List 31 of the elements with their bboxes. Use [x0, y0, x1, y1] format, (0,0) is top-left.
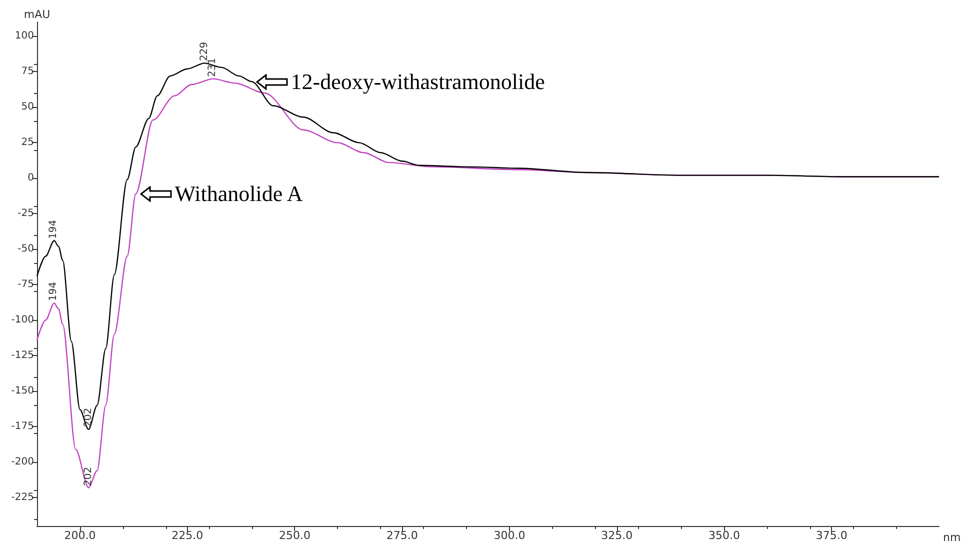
x-tick-label: 300.0	[494, 529, 526, 542]
annotation: 202	[82, 466, 94, 486]
annotation: Withanolide A	[174, 180, 303, 207]
y-tick-label: -150	[11, 386, 34, 397]
y-tick-label: -175	[11, 421, 34, 432]
y-tick-label: 25	[21, 137, 34, 148]
y-tick-label: 75	[21, 66, 34, 78]
y-tick-label: -125	[11, 350, 34, 362]
x-tick-label: 275.0	[386, 529, 418, 542]
y-tick-label: -200	[11, 456, 34, 468]
y-tick-label: -25	[18, 208, 34, 220]
x-axis-title: nm	[943, 531, 961, 544]
x-tick-label: 225.0	[172, 529, 204, 542]
annotation: 229	[198, 42, 210, 62]
x-tick-label: 250.0	[278, 529, 310, 542]
y-tick-label: -50	[18, 244, 34, 255]
y-tick-label: -75	[18, 279, 34, 290]
annotation: 194	[48, 220, 60, 239]
annotation: 12-deoxy-withastramonolide	[290, 68, 545, 95]
x-tick-label: 325.0	[601, 529, 633, 542]
x-tick-label: 200.0	[64, 529, 96, 542]
x-tick-label: 375.0	[816, 529, 848, 542]
y-axis-title: mAU	[24, 8, 50, 21]
annotation: 231	[207, 58, 218, 77]
y-tick-label: -225	[11, 492, 34, 504]
annotation: 202	[82, 408, 94, 428]
y-tick-label: 100	[14, 30, 34, 42]
y-tick-label: 50	[21, 102, 34, 113]
y-tick-label: -100	[11, 314, 34, 326]
x-tick-label: 350.0	[708, 529, 740, 542]
annotation: 194	[48, 282, 60, 302]
